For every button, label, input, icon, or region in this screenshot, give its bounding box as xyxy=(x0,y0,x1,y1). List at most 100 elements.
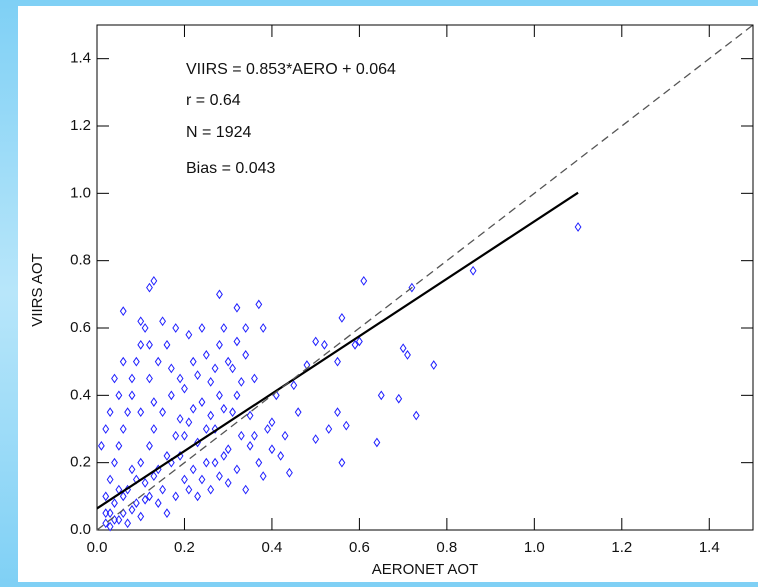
point xyxy=(216,339,223,350)
point xyxy=(150,275,158,286)
point xyxy=(264,424,271,434)
point xyxy=(198,397,206,407)
point xyxy=(224,477,232,488)
point xyxy=(163,451,171,461)
point xyxy=(176,373,184,384)
x-tick-label: 0.4 xyxy=(262,539,283,556)
point xyxy=(211,424,219,434)
point xyxy=(115,440,123,451)
point xyxy=(111,373,118,384)
point xyxy=(211,457,219,468)
y-tick-label: 0.6 xyxy=(70,319,91,336)
point xyxy=(97,440,105,451)
point xyxy=(172,430,180,441)
point xyxy=(220,323,228,333)
point xyxy=(246,410,254,421)
point xyxy=(286,467,293,478)
point xyxy=(141,323,149,333)
point xyxy=(150,424,158,434)
point xyxy=(360,275,368,286)
point xyxy=(137,407,145,418)
point xyxy=(115,390,123,401)
point xyxy=(102,424,110,434)
x-tick-label: 0.6 xyxy=(349,539,370,556)
point xyxy=(290,380,298,391)
point xyxy=(408,282,416,293)
point xyxy=(259,471,267,482)
point xyxy=(255,457,263,468)
y-tick-label: 0.8 xyxy=(70,252,91,269)
point xyxy=(229,363,236,374)
point xyxy=(312,434,320,444)
point xyxy=(106,474,114,485)
point xyxy=(106,521,114,532)
point xyxy=(220,403,228,414)
point xyxy=(355,336,363,347)
point xyxy=(141,477,149,488)
point xyxy=(198,323,206,333)
point xyxy=(312,336,320,347)
point xyxy=(128,464,136,475)
point xyxy=(194,370,201,381)
point xyxy=(395,393,403,404)
point xyxy=(159,484,167,495)
point xyxy=(163,339,171,350)
x-tick-label: 0.0 xyxy=(87,539,108,556)
point xyxy=(338,457,346,468)
point xyxy=(268,444,276,455)
point xyxy=(277,451,285,461)
point xyxy=(141,494,149,505)
annotation: VIIRS = 0.853*AERO + 0.064 xyxy=(186,61,396,78)
x-tick-label: 1.0 xyxy=(524,539,545,556)
point xyxy=(115,515,123,525)
point xyxy=(469,265,477,276)
point xyxy=(202,350,210,360)
x-axis-label: AERONET AOT xyxy=(372,561,478,578)
point xyxy=(259,323,267,333)
point xyxy=(124,518,132,529)
point xyxy=(233,464,241,475)
x-tick-label: 0.8 xyxy=(436,539,457,556)
point xyxy=(150,471,158,482)
point xyxy=(159,316,167,327)
point xyxy=(146,373,153,384)
point xyxy=(237,430,245,441)
point xyxy=(194,491,201,502)
point xyxy=(146,339,153,350)
point xyxy=(202,424,210,434)
point xyxy=(150,397,158,407)
point xyxy=(185,329,193,340)
point xyxy=(137,511,145,522)
y-tick-label: 0.4 xyxy=(70,386,91,403)
point xyxy=(334,356,341,367)
y-tick-label: 0.0 xyxy=(70,521,91,538)
point xyxy=(189,356,197,367)
point xyxy=(163,508,171,519)
x-tick-label: 1.2 xyxy=(611,539,632,556)
point xyxy=(106,508,114,519)
point xyxy=(202,457,210,468)
line xyxy=(96,191,579,510)
point xyxy=(246,440,254,451)
point xyxy=(167,363,175,374)
point xyxy=(216,390,223,401)
y-tick-label: 1.2 xyxy=(70,117,91,134)
point xyxy=(233,390,241,401)
point xyxy=(119,306,127,317)
annotation: N = 1924 xyxy=(186,124,251,141)
point xyxy=(237,376,245,387)
point xyxy=(128,390,136,401)
point xyxy=(251,373,258,384)
y-tick-label: 1.4 xyxy=(70,50,91,67)
point xyxy=(124,407,132,418)
point xyxy=(224,444,232,455)
point xyxy=(404,350,411,360)
point xyxy=(207,484,215,495)
point xyxy=(167,390,175,401)
point xyxy=(128,504,136,515)
point xyxy=(102,491,110,502)
point xyxy=(137,339,145,350)
y-axis-label: VIIRS AOT xyxy=(29,253,46,326)
